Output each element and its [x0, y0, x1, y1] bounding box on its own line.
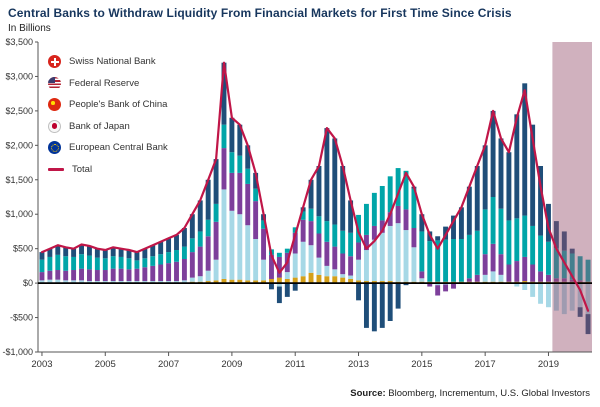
legend-label: Federal Reserve — [69, 77, 140, 89]
svg-text:$500: $500 — [13, 244, 33, 254]
svg-text:2007: 2007 — [158, 359, 179, 370]
source-attribution: Source: Bloomberg, Incrementum, U.S. Glo… — [350, 388, 590, 399]
legend-item-federal-reserve: Federal Reserve — [48, 76, 168, 90]
svg-text:2017: 2017 — [475, 359, 496, 370]
usa-flag-icon — [48, 76, 61, 90]
legend-item-bank-of-japan: Bank of Japan — [48, 119, 168, 133]
chart-legend: Swiss National Bank Federal Reserve Peop… — [44, 52, 174, 179]
svg-text:$1,500: $1,500 — [5, 175, 33, 185]
legend-item-peoples-bank-of-china: People's Bank of China — [48, 98, 168, 111]
legend-label: European Central Bank — [69, 142, 168, 153]
svg-text:-$500: -$500 — [10, 313, 33, 323]
axes-group: -$1,000 -$500 $0 $500 $1,000 $1,500 $2,000 $2,5… — [2, 37, 592, 370]
svg-text:2005: 2005 — [95, 359, 116, 370]
legend-item-total: Total — [48, 163, 168, 176]
japan-flag-icon — [48, 119, 61, 133]
legend-label: Swiss National Bank — [69, 56, 156, 67]
forecast-highlight-region — [552, 42, 592, 352]
legend-label: Bank of Japan — [69, 120, 130, 132]
source-label: Source: — [350, 388, 386, 399]
switzerland-flag-icon — [48, 55, 61, 68]
legend-label: People's Bank of China — [69, 99, 168, 110]
svg-text:2013: 2013 — [348, 359, 369, 370]
legend-item-swiss-national-bank: Swiss National Bank — [48, 55, 168, 68]
svg-text:$2,000: $2,000 — [5, 140, 33, 150]
svg-text:2009: 2009 — [221, 359, 242, 370]
chart-title: Central Banks to Withdraw Liquidity From… — [8, 6, 512, 20]
total-line — [40, 61, 590, 312]
svg-text:2019: 2019 — [538, 359, 559, 370]
svg-text:$3,500: $3,500 — [5, 37, 33, 47]
bars-group — [39, 62, 591, 335]
svg-text:2003: 2003 — [31, 359, 52, 370]
chart-subtitle: In Billions — [8, 23, 51, 34]
svg-text:2015: 2015 — [411, 359, 432, 370]
svg-text:-$1,000: -$1,000 — [2, 347, 33, 357]
total-line-icon — [48, 167, 64, 171]
legend-label: Total — [72, 163, 93, 175]
svg-text:$3,000: $3,000 — [5, 71, 33, 81]
svg-text:$1,000: $1,000 — [5, 209, 33, 219]
svg-text:$0: $0 — [23, 278, 33, 288]
china-flag-icon — [48, 98, 61, 111]
legend-item-european-central-bank: European Central Bank — [48, 141, 168, 154]
svg-text:2011: 2011 — [285, 359, 305, 370]
eu-flag-icon — [48, 141, 61, 154]
svg-text:$2,500: $2,500 — [5, 106, 33, 116]
source-text: Bloomberg, Incrementum, U.S. Global Inve… — [385, 388, 590, 399]
